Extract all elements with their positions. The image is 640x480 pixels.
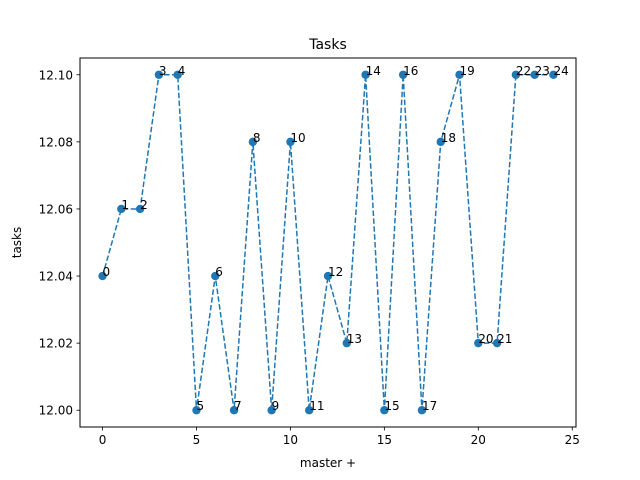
data-point	[286, 137, 295, 147]
y-tick-label: 12.02	[39, 337, 73, 351]
data-point	[436, 137, 445, 147]
data-label: 3	[159, 64, 167, 78]
data-label: 0	[103, 265, 111, 279]
data-label: 17	[422, 399, 437, 413]
x-tick-label: 5	[193, 433, 201, 447]
x-tick-label: 20	[471, 433, 486, 447]
data-point	[154, 70, 164, 79]
data-point	[549, 70, 558, 79]
data-point	[492, 338, 502, 348]
data-label: 10	[290, 131, 305, 145]
data-label: 15	[384, 399, 399, 413]
data-label: 22	[516, 64, 531, 78]
data-label: 12	[328, 265, 343, 279]
data-point	[455, 70, 464, 79]
y-tick-label: 12.08	[39, 135, 73, 149]
data-label: 24	[553, 64, 568, 78]
data-label: 9	[272, 399, 280, 413]
x-tick-label: 15	[377, 433, 392, 447]
y-axis: 12.00 12.02 12.04 12.06 12.08 12.10	[39, 68, 80, 418]
data-point	[98, 271, 107, 281]
data-point	[380, 406, 389, 415]
data-label: 2	[140, 198, 148, 212]
data-point	[305, 406, 314, 415]
data-label: 6	[215, 265, 223, 279]
data-point	[192, 406, 201, 415]
data-point	[135, 204, 145, 214]
x-tick-label: 0	[99, 433, 107, 447]
data-label: 13	[347, 332, 362, 346]
data-point	[211, 271, 220, 281]
x-tick-label: 10	[283, 433, 298, 447]
data-label: 11	[309, 399, 324, 413]
data-point	[173, 70, 182, 79]
data-label: 23	[535, 64, 550, 78]
y-tick-label: 12.10	[39, 68, 73, 82]
data-point	[511, 70, 521, 79]
data-point	[361, 70, 370, 79]
plot-area	[80, 58, 576, 427]
data-label: 16	[403, 64, 418, 78]
data-label: 19	[460, 64, 475, 78]
data-label: 4	[178, 64, 186, 78]
data-label: 7	[234, 399, 242, 413]
data-point	[342, 338, 351, 348]
x-axis-label: master +	[300, 456, 356, 470]
data-label: 8	[253, 131, 261, 145]
x-axis: 0 5 10 15 20 25	[99, 427, 580, 447]
data-point	[323, 271, 333, 281]
data-label: 14	[366, 64, 381, 78]
x-tick-label: 25	[565, 433, 580, 447]
data-point	[417, 406, 427, 415]
data-point	[229, 406, 239, 415]
y-tick-label: 12.06	[39, 202, 73, 216]
data-label: 5	[196, 399, 204, 413]
data-point	[248, 137, 258, 147]
y-tick-label: 12.04	[39, 270, 73, 284]
data-point	[398, 70, 408, 79]
chart-title: Tasks	[308, 37, 347, 53]
plot-frame	[79, 57, 577, 428]
data-label: 1	[121, 198, 129, 212]
data-label: 20	[478, 332, 493, 346]
y-tick-label: 12.00	[39, 404, 73, 418]
y-axis-label: tasks	[10, 227, 24, 259]
data-label: 21	[497, 332, 512, 346]
data-point	[530, 70, 539, 79]
data-label: 18	[441, 131, 456, 145]
data-point	[474, 338, 483, 348]
data-point	[117, 204, 126, 214]
data-point	[267, 406, 276, 415]
